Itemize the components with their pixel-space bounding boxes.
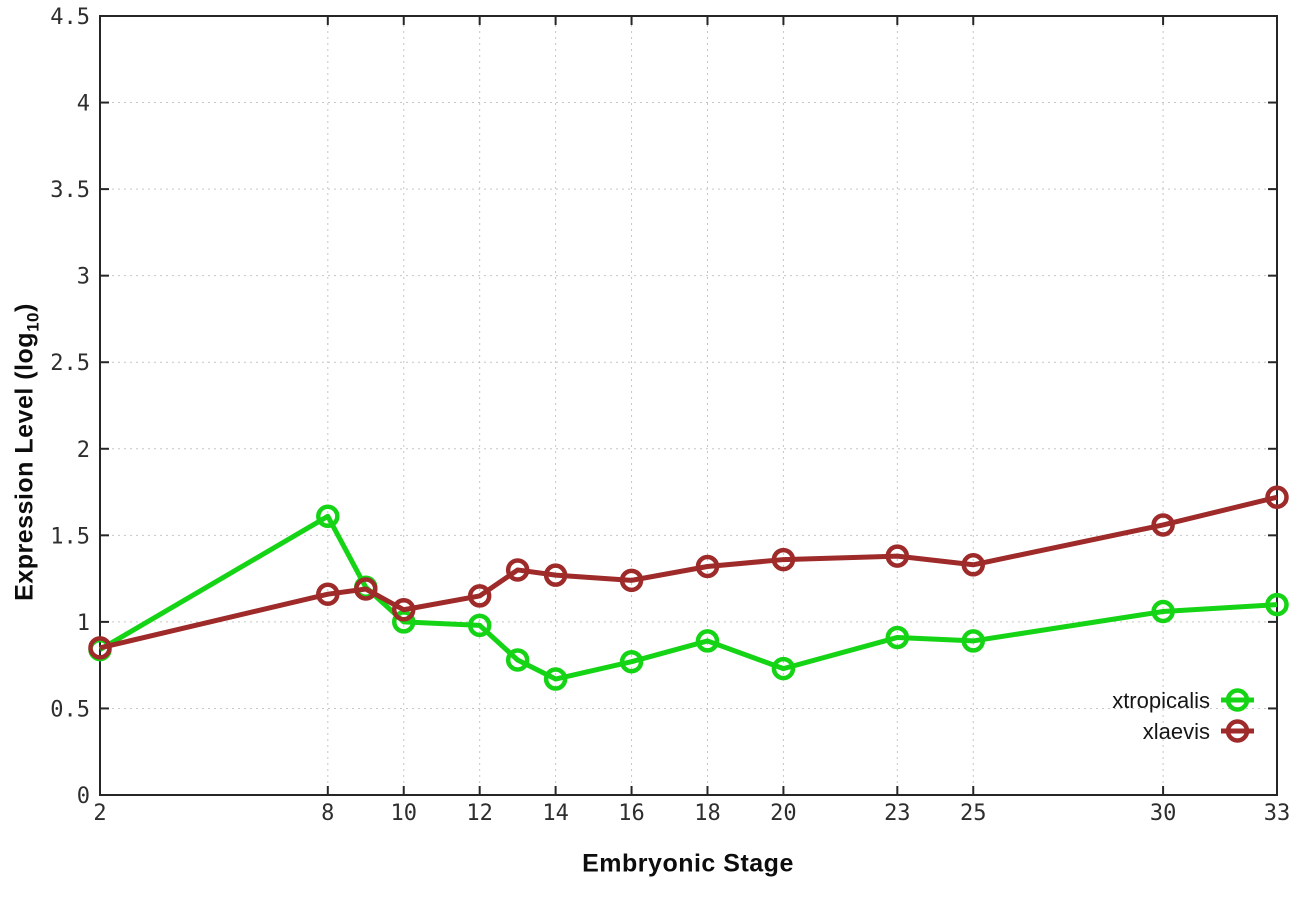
y-tick-label: 0 <box>77 784 90 809</box>
data-point-xtropicalis <box>543 667 568 691</box>
x-tick-label: 14 <box>542 801 569 826</box>
data-point-xtropicalis <box>316 504 340 529</box>
y-tick-label: 2.5 <box>50 351 90 376</box>
x-tick-label: 8 <box>321 801 334 826</box>
y-tick-label: 0.5 <box>50 697 90 722</box>
legend-marker-xlaevis <box>1225 719 1250 743</box>
y-tick-label: 4 <box>77 92 90 117</box>
x-tick-label: 18 <box>694 801 721 826</box>
y-axis-title: Expression Level (log10) <box>11 303 44 601</box>
data-point-xlaevis <box>391 598 416 622</box>
data-point-xlaevis <box>88 636 112 660</box>
x-axis-title: Embryonic Stage <box>582 849 794 878</box>
y-axis-title-main: Expression Level (log <box>10 331 39 601</box>
legend-label-xlaevis: xlaevis <box>1143 719 1210 744</box>
data-point-xtropicalis <box>771 656 796 681</box>
y-tick-label: 4.5 <box>50 5 90 30</box>
series-line-xtropicalis <box>98 513 1278 682</box>
data-point-xlaevis <box>543 563 568 587</box>
data-point-xlaevis <box>771 547 796 572</box>
y-tick-label: 3.5 <box>50 178 90 203</box>
data-point-xlaevis <box>467 584 492 608</box>
data-point-xlaevis <box>695 554 720 579</box>
legend-marker-xtropicalis <box>1225 688 1250 712</box>
data-point-xlaevis <box>885 544 910 568</box>
data-point-xtropicalis <box>1265 592 1289 617</box>
data-point-xtropicalis <box>505 648 530 672</box>
y-axis-title-sub: 10 <box>23 311 43 332</box>
data-point-xlaevis <box>505 558 530 582</box>
y-tick-label: 1.5 <box>50 524 90 549</box>
data-point-xtropicalis <box>619 649 644 674</box>
y-tick-label: 1 <box>77 611 90 636</box>
y-tick-label: 3 <box>77 265 90 290</box>
data-point-xtropicalis <box>1151 599 1175 624</box>
x-tick-label: 16 <box>618 801 645 826</box>
data-point-xtropicalis <box>467 613 492 638</box>
y-axis-title-close: ) <box>10 303 39 312</box>
data-point-xlaevis <box>619 568 644 593</box>
x-tick-label: 33 <box>1264 801 1291 826</box>
data-point-xtropicalis <box>391 610 416 634</box>
data-point-xlaevis <box>1265 485 1289 509</box>
data-point-xtropicalis <box>885 625 910 650</box>
x-tick-label: 2 <box>93 801 106 826</box>
legend-label-xtropicalis: xtropicalis <box>1112 688 1210 713</box>
x-tick-label: 23 <box>884 801 911 826</box>
x-tick-label: 30 <box>1150 801 1177 826</box>
x-tick-label: 10 <box>390 801 417 826</box>
data-point-xtropicalis <box>961 629 986 653</box>
plot-border <box>99 15 1278 796</box>
series-line-xlaevis <box>99 494 1278 651</box>
data-point-xlaevis <box>354 577 378 601</box>
x-tick-label: 25 <box>960 801 987 826</box>
x-tick-label: 20 <box>770 801 797 826</box>
x-tick-label: 12 <box>466 801 493 826</box>
data-point-xlaevis <box>961 553 986 577</box>
data-point-xtropicalis <box>695 629 720 653</box>
y-tick-label: 2 <box>77 438 90 463</box>
data-point-xlaevis <box>1151 513 1175 537</box>
data-point-xlaevis <box>316 582 340 606</box>
